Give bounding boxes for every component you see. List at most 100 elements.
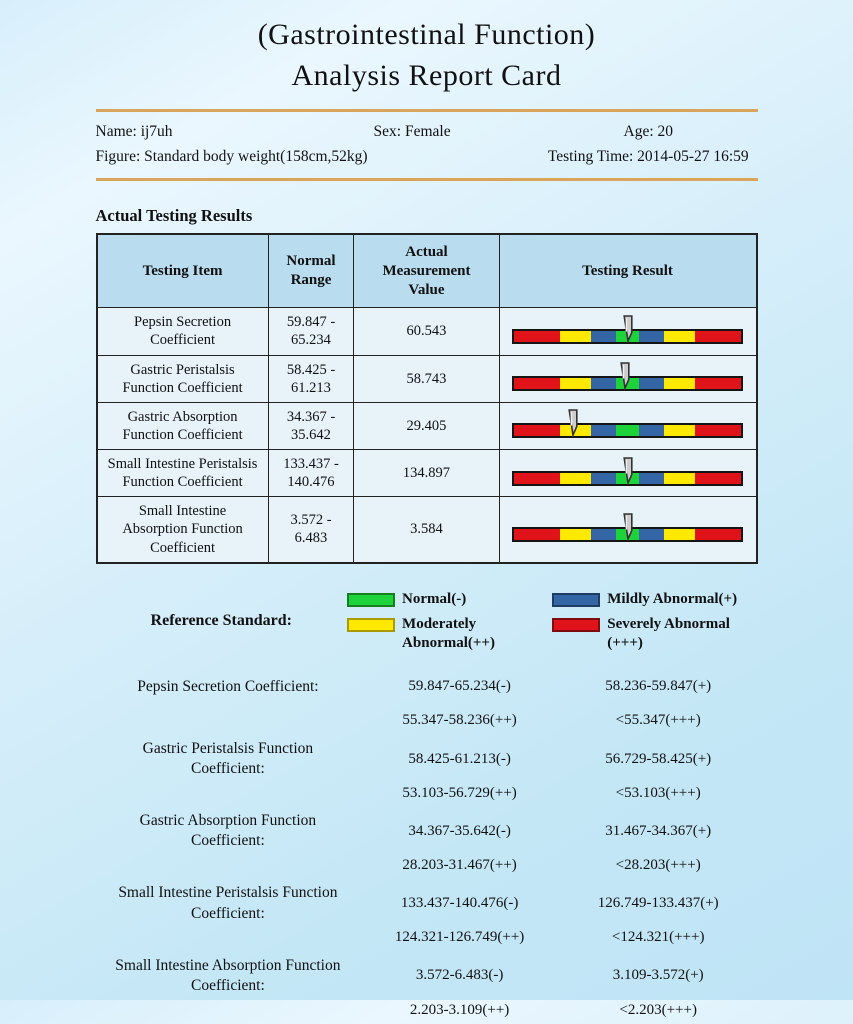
bar-segment-severe <box>695 528 741 540</box>
results-table-row: Gastric Absorption Function Coefficient … <box>96 401 758 451</box>
legend-item-label: Normal(-) <box>402 590 467 607</box>
bar-segment-mild <box>591 378 617 390</box>
normal-range-cell: 133.437 - 140.476 <box>267 448 355 498</box>
column-header-testing-result: Testing Result <box>498 233 758 309</box>
bar-segment-severe <box>514 378 560 390</box>
reference-normal-range: 58.425-61.213(-) <box>408 750 511 767</box>
legend-color-swatch <box>552 592 601 607</box>
bar-segment-mild <box>638 528 664 540</box>
legend-color-swatch <box>347 592 396 607</box>
testing-result-cell <box>498 496 758 564</box>
bar-segment-moderate <box>559 378 592 390</box>
testing-item-cell: Pepsin Secretion Coefficient <box>96 307 269 356</box>
testing-result-cell <box>498 354 758 403</box>
reference-range-block: Small Intestine Peristalsis Function Coe… <box>96 883 758 951</box>
bar-segment-moderate <box>663 472 696 484</box>
testing-item-cell: Gastric Absorption Function Coefficient <box>96 401 269 451</box>
bar-segment-severe <box>514 425 560 437</box>
legend-column-2: Mildly Abnormal(+) Severely Abnormal (++… <box>552 590 757 653</box>
reference-normal-range: 3.572-6.483(-) <box>415 967 504 984</box>
result-scale-bar <box>512 315 743 344</box>
normal-range-cell: 34.367 - 35.642 <box>267 401 355 451</box>
results-table-header-row: Testing Item Normal Range Actual Measure… <box>96 233 758 309</box>
reference-normal-range: 34.367-35.642(-) <box>408 822 511 839</box>
testing-result-cell <box>498 401 758 451</box>
bar-segment-moderate <box>559 472 592 484</box>
result-scale-bar <box>512 362 743 392</box>
bar-segment-mild <box>591 472 617 484</box>
legend-color-swatch <box>347 618 396 633</box>
reference-severe-range: <53.103(+++) <box>615 784 701 801</box>
normal-range-cell: 58.425 - 61.213 <box>267 354 355 403</box>
normal-range-cell: 3.572 - 6.483 <box>267 496 355 564</box>
reference-legend: Reference Standard: Normal(-) Moderately… <box>96 590 758 653</box>
reference-moderate-range: 2.203-3.109(++) <box>409 1001 510 1018</box>
reference-mild-range: 31.467-34.367(+) <box>605 822 712 839</box>
bar-segment-severe <box>695 378 741 390</box>
reference-range-list: Pepsin Secretion Coefficient: 59.847-65.… <box>96 667 758 1024</box>
result-scale-bar <box>512 513 743 542</box>
legend-color-swatch <box>552 618 601 633</box>
reference-moderate-range: 53.103-56.729(++) <box>402 784 517 801</box>
measurement-value-cell: 29.405 <box>353 401 500 451</box>
bar-segment-normal <box>616 528 639 540</box>
bar-segment-mild <box>591 425 617 437</box>
reference-severe-range: <2.203(+++) <box>619 1001 697 1018</box>
patient-info: Name: ij7uh Sex: Female Age: 20 Figure: … <box>96 123 758 166</box>
bar-segment-severe <box>514 330 560 342</box>
header-divider-bottom <box>95 178 758 181</box>
patient-name: Name: ij7uh <box>95 123 173 140</box>
bar-segment-mild <box>638 425 664 437</box>
reference-item-label: Small Intestine Absorption Function Coef… <box>115 956 341 994</box>
reference-mild-range: 58.236-59.847(+) <box>605 678 712 695</box>
reference-range-block: Gastric Peristalsis Function Coefficient… <box>96 739 758 807</box>
bar-segment-severe <box>695 425 741 437</box>
column-header-actual-value: Actual Measurement Value <box>353 233 500 309</box>
legend-item-label: Moderately Abnormal(++) <box>402 616 495 652</box>
reference-normal-range: 59.847-65.234(-) <box>408 678 511 695</box>
testing-item-cell: Gastric Peristalsis Function Coefficient <box>96 354 269 403</box>
reference-moderate-range: 28.203-31.467(++) <box>402 856 517 873</box>
header-divider-top <box>95 109 758 112</box>
reference-item-label: Pepsin Secretion Coefficient: <box>137 677 319 695</box>
legend-item: Normal(-) <box>347 590 552 609</box>
reference-severe-range: <28.203(+++) <box>615 856 701 873</box>
result-scale-bar <box>512 456 743 486</box>
reference-standard-label: Reference Standard: <box>150 612 292 630</box>
report-title-line2: Analysis Report Card <box>291 59 562 92</box>
bar-segment-mild <box>638 330 664 342</box>
bar-segment-moderate <box>559 528 592 540</box>
measurement-value-cell: 134.897 <box>353 448 500 498</box>
bar-segment-normal <box>616 378 639 390</box>
reference-range-block: Pepsin Secretion Coefficient: 59.847-65.… <box>96 667 758 735</box>
reference-moderate-range: 55.347-58.236(++) <box>402 712 517 729</box>
testing-result-cell <box>498 448 758 498</box>
results-table-row: Pepsin Secretion Coefficient 59.847 - 65… <box>96 307 758 356</box>
reference-moderate-range: 124.321-126.749(++) <box>394 929 525 946</box>
patient-testing-time: Testing Time: 2014-05-27 16:59 <box>547 148 749 165</box>
bar-segment-moderate <box>559 425 592 437</box>
results-table: Testing Item Normal Range Actual Measure… <box>95 233 758 564</box>
report-title-line1: (Gastrointestinal Function) <box>257 18 596 51</box>
bar-segment-severe <box>514 528 560 540</box>
bar-segment-mild <box>591 528 617 540</box>
legend-item: Severely Abnormal (+++) <box>552 615 757 653</box>
reference-severe-range: <55.347(+++) <box>615 712 701 729</box>
reference-item-label: Gastric Absorption Function Coefficient: <box>139 812 317 850</box>
patient-age: Age: 20 <box>623 123 674 140</box>
results-table-row: Small Intestine Peristalsis Function Coe… <box>96 448 758 498</box>
reference-item-label: Small Intestine Peristalsis Function Coe… <box>118 884 338 922</box>
bar-segment-moderate <box>663 378 696 390</box>
patient-figure: Figure: Standard body weight(158cm,52kg) <box>95 148 368 165</box>
result-scale-bar <box>512 409 743 439</box>
reference-mild-range: 126.749-133.437(+) <box>597 895 719 912</box>
bar-segment-severe <box>695 330 741 342</box>
bar-segment-moderate <box>663 425 696 437</box>
bar-segment-severe <box>514 472 560 484</box>
reference-mild-range: 3.109-3.572(+) <box>612 967 704 984</box>
results-section-heading: Actual Testing Results <box>95 206 253 225</box>
measurement-value-cell: 3.584 <box>353 496 500 564</box>
bar-segment-moderate <box>663 330 696 342</box>
bar-segment-moderate <box>559 330 592 342</box>
legend-item-label: Mildly Abnormal(+) <box>607 590 738 607</box>
